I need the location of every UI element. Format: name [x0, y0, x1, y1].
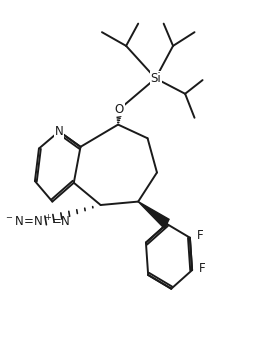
Text: F: F	[196, 229, 203, 243]
Text: F: F	[199, 262, 205, 275]
Text: Si: Si	[150, 72, 161, 85]
Text: O: O	[115, 103, 124, 116]
Text: $^-$N$\!=\!$N$^+\!\!=\!\!$N: $^-$N$\!=\!$N$^+\!\!=\!\!$N	[4, 215, 70, 230]
Polygon shape	[138, 201, 169, 229]
Text: N: N	[55, 125, 63, 138]
